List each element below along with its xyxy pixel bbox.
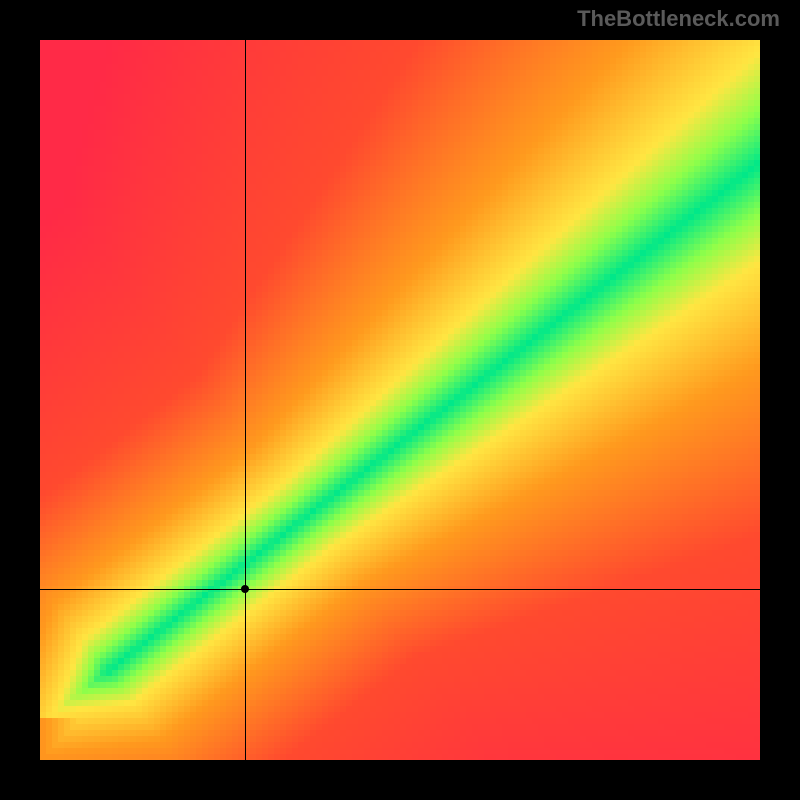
crosshair-horizontal: [40, 589, 760, 590]
chart-container: TheBottleneck.com: [0, 0, 800, 800]
marker-point: [241, 585, 249, 593]
crosshair-vertical: [245, 40, 246, 760]
watermark-text: TheBottleneck.com: [577, 6, 780, 32]
heatmap-plot: [40, 40, 760, 760]
